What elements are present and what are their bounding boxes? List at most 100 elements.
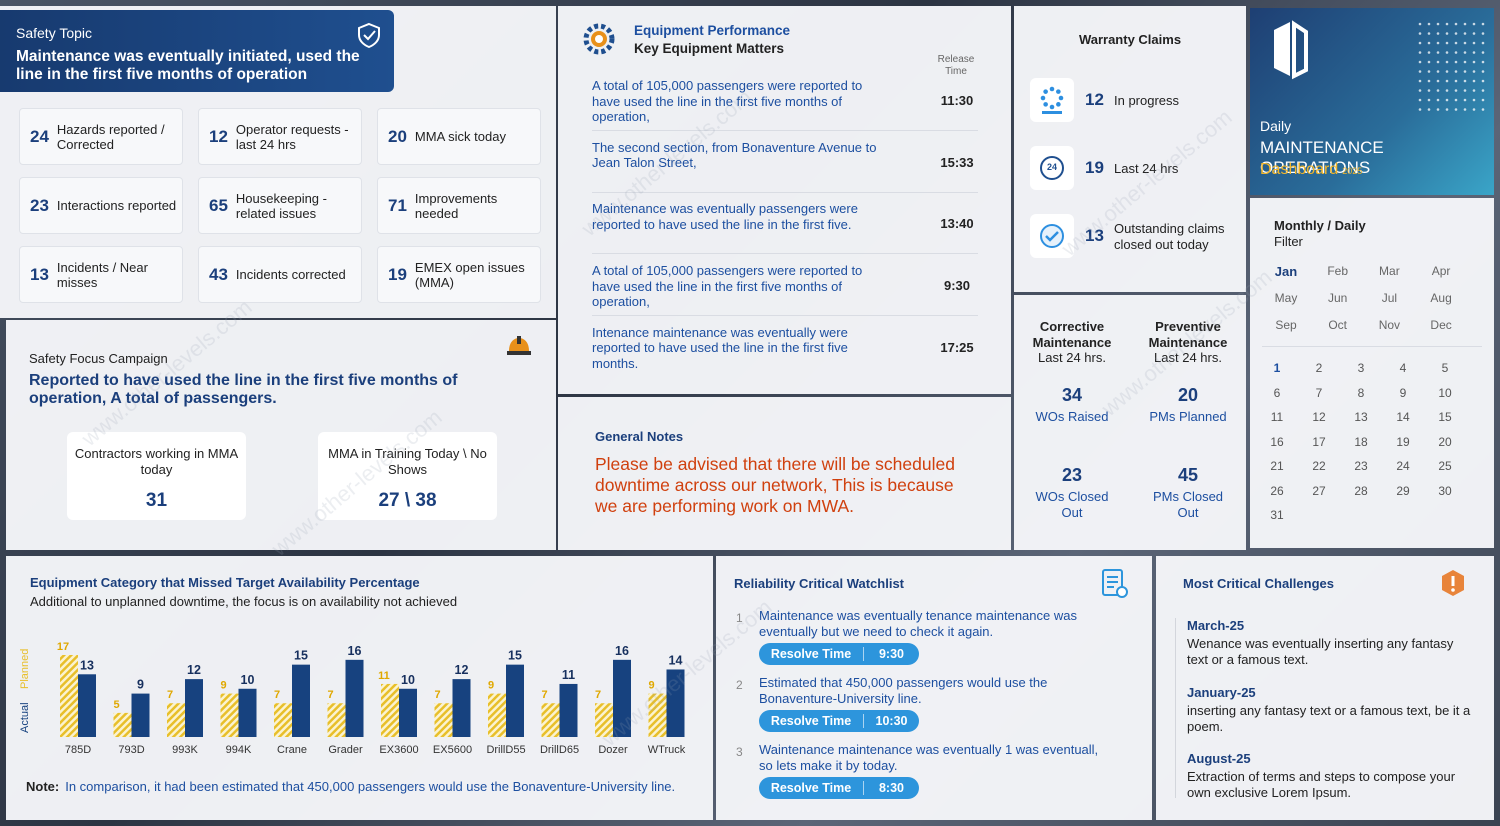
timeline xyxy=(1175,618,1176,798)
day: 31 xyxy=(1270,508,1284,522)
tile-value: 43 xyxy=(209,264,228,284)
challenge-date: August-25 xyxy=(1187,751,1251,766)
resolve-label: Resolve Time xyxy=(759,714,864,728)
stat-tile: 23 Interactions reported xyxy=(19,177,183,234)
warranty-icon xyxy=(1030,78,1074,122)
tile-value: 19 xyxy=(388,264,407,284)
value-label: 10 xyxy=(401,673,415,687)
value-label: 12 xyxy=(187,663,201,677)
focus-headline: Reported to have used the line in the fi… xyxy=(29,372,458,407)
gear-icon xyxy=(582,22,616,56)
value-label: 9 xyxy=(488,680,494,692)
day: 4 xyxy=(1399,361,1407,375)
day: 29 xyxy=(1396,483,1410,498)
maint-title: Preventive Maintenance xyxy=(1148,319,1228,350)
actual-bar xyxy=(238,688,257,737)
day: 23 xyxy=(1354,459,1368,473)
month: Jun xyxy=(1328,291,1348,305)
item-text: Waintenance maintenance was eventually 1… xyxy=(759,742,1099,773)
tile-label: Operator requests - last 24 hrs xyxy=(235,121,349,152)
x-tick-label: WTruck xyxy=(648,744,686,756)
resolve-label: Resolve Time xyxy=(759,647,864,661)
safety-focus-panel: Safety Focus Campaign Reported to have us… xyxy=(6,320,556,550)
tile-value: 71 xyxy=(388,195,407,215)
warranty-value: 19 xyxy=(1085,158,1104,177)
challenge-text: Wenance was eventually inserting any fan… xyxy=(1187,636,1454,667)
warranty-value: 13 xyxy=(1085,226,1104,245)
actual-bar xyxy=(345,659,364,737)
brand-subtitle-wrap: Dashboard 2025 xyxy=(1260,161,1362,179)
planned-bar xyxy=(434,703,453,737)
day: 25 xyxy=(1438,459,1452,473)
day: 6 xyxy=(1273,385,1281,400)
actual-bar xyxy=(185,679,203,737)
tile-label: Incidents / Near misses xyxy=(56,259,148,290)
note-label: Note: xyxy=(26,779,60,794)
warranty-label: Last 24 hrs xyxy=(1114,161,1179,176)
stat-tile: 20 MMA sick today xyxy=(377,108,541,165)
challenge-text: Extraction of terms and steps to compose… xyxy=(1187,769,1456,800)
tile-label: Housekeeping - related issues xyxy=(235,190,327,221)
planned-bar xyxy=(327,703,346,737)
x-tick-label: DrillD55 xyxy=(486,744,525,756)
challenges-panel: Most Critical Challenges March-25 Wenance … xyxy=(1156,556,1494,820)
tile-value: 24 xyxy=(30,126,49,146)
value-label: 7 xyxy=(274,689,280,701)
helmet-icon xyxy=(506,334,532,358)
stat-tile: 24 Hazards reported / Corrected xyxy=(19,108,183,165)
day: 18 xyxy=(1354,434,1368,449)
row-separator xyxy=(592,253,978,255)
maint-label: WOs Raised xyxy=(1035,409,1109,424)
equip-text: Intenance maintenance was eventually wer… xyxy=(592,324,848,371)
day: 11 xyxy=(1270,410,1284,424)
release-time: 13:40 xyxy=(940,216,974,232)
value-label: 12 xyxy=(455,663,469,677)
planned-bar xyxy=(167,703,185,737)
x-tick-label: Grader xyxy=(328,744,363,756)
day: 19 xyxy=(1396,434,1410,449)
value-label: 16 xyxy=(348,644,362,658)
warranty-panel: Warranty Claims 12 In progress 24 19 Last 24 … xyxy=(1014,6,1246,292)
icon-text: 24 xyxy=(1046,162,1057,172)
value-label: 14 xyxy=(669,653,683,667)
x-tick-label: 785D xyxy=(65,744,91,756)
month: Nov xyxy=(1378,318,1401,332)
resolve-pill: Resolve Time 8:30 xyxy=(759,777,919,799)
safety-topic-panel: Safety Topic Maintenance was eventually i… xyxy=(0,6,556,318)
equip-subtitle: Key Equipment Matters xyxy=(634,41,785,56)
resolve-time: 10:30 xyxy=(875,714,908,728)
maint-label: WOs Closed Out xyxy=(1035,489,1109,520)
warning-icon xyxy=(1438,568,1468,598)
x-tick-label: Crane xyxy=(277,744,307,756)
day: 2 xyxy=(1315,361,1323,375)
value-label: 9 xyxy=(137,678,144,692)
brand-title: MAINTENANCE OPERATIONS xyxy=(1260,138,1384,177)
notes-panel: General Notes Please be advised that ther… xyxy=(558,397,1011,550)
day: 5 xyxy=(1441,361,1449,375)
equip-title: Equipment Performance xyxy=(634,23,791,38)
planned-bar xyxy=(220,693,239,737)
day: 21 xyxy=(1270,459,1284,473)
tile-label: Incidents corrected xyxy=(235,267,346,282)
chart-panel: Equipment Category that Missed Target Av… xyxy=(6,556,713,820)
item-text: Maintenance was eventually tenance maint… xyxy=(759,608,1077,639)
maint-label: PMs Closed Out xyxy=(1152,489,1224,520)
release-time: 11:30 xyxy=(940,93,974,108)
tile-label: EMEX open issues (MMA) xyxy=(414,259,525,290)
value-label: 13 xyxy=(80,658,94,672)
warranty-title: Warranty Claims xyxy=(1078,32,1182,47)
focus-card: MMA in Training Today \ No Shows 27 \ 38 xyxy=(318,432,497,520)
tile-label: Interactions reported xyxy=(56,198,177,213)
calendar-divider xyxy=(1262,346,1482,347)
maintenance-panel: Corrective Maintenance Last 24 hrs. 34 WOs … xyxy=(1014,295,1246,550)
day: 22 xyxy=(1312,459,1326,473)
notes-title: General Notes xyxy=(595,429,684,444)
value-label: 7 xyxy=(327,689,333,701)
warranty-icon xyxy=(1030,214,1074,258)
x-tick-label: EX3600 xyxy=(379,744,418,756)
month: Oct xyxy=(1328,318,1348,332)
card-label: MMA in Training Today \ No Shows xyxy=(328,446,487,477)
release-time: 17:25 xyxy=(940,339,974,355)
planned-bar xyxy=(488,693,506,737)
